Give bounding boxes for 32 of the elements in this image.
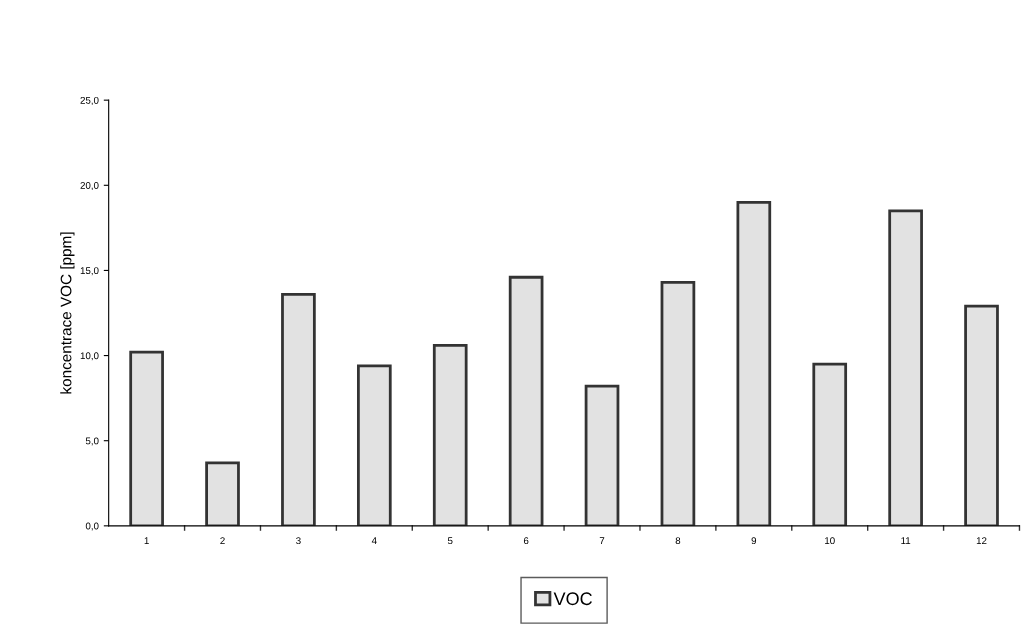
y-tick-label: 15,0 (80, 267, 99, 276)
bar (508, 275, 544, 526)
bar (129, 350, 164, 526)
bar (888, 209, 923, 526)
x-tick-label: 8 (675, 537, 681, 545)
bar (205, 461, 240, 526)
x-tick-label: 10 (825, 537, 835, 545)
legend-label: VOC (553, 592, 592, 606)
bar (736, 200, 772, 526)
x-tick-label: 11 (901, 537, 911, 544)
x-tick-label: 4 (371, 537, 377, 544)
x-tick-label: 6 (523, 537, 529, 545)
x-tick-label: 2 (220, 537, 225, 544)
x-tick-label: 7 (599, 537, 605, 544)
bar (281, 292, 316, 526)
bar (660, 280, 696, 526)
x-tick-label: 3 (296, 537, 301, 545)
y-tick-label: 20,0 (80, 182, 99, 191)
x-tick-label: 1 (144, 537, 149, 544)
x-tick-label: 12 (976, 537, 987, 544)
bar (964, 304, 999, 526)
bar (357, 364, 392, 526)
y-tick-label: 0,0 (85, 522, 99, 531)
x-tick-label: 9 (751, 537, 757, 545)
bar (584, 384, 620, 526)
bar (432, 343, 468, 526)
y-tick-label: 25,0 (80, 96, 99, 105)
bar (812, 362, 848, 526)
y-tick-label: 5,0 (85, 437, 99, 446)
x-tick-label: 5 (447, 537, 453, 545)
y-tick-label: 10,0 (80, 352, 99, 361)
y-axis-title: koncentrace VOC [ppm] (60, 232, 75, 394)
